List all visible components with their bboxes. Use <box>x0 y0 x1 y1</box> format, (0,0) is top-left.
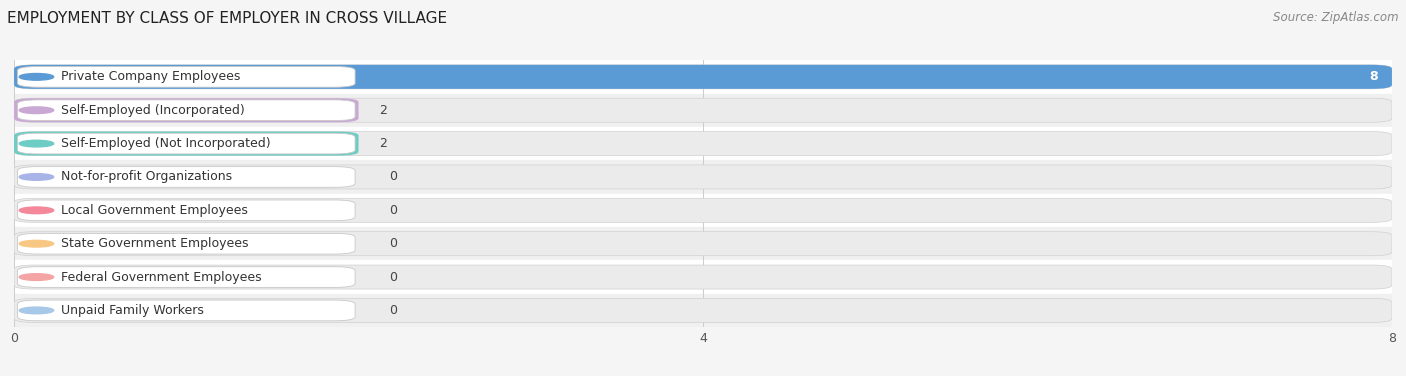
Circle shape <box>20 174 53 180</box>
Bar <box>14 160 1392 194</box>
FancyBboxPatch shape <box>14 132 1392 156</box>
Circle shape <box>20 74 53 80</box>
FancyBboxPatch shape <box>14 65 1392 89</box>
Text: Source: ZipAtlas.com: Source: ZipAtlas.com <box>1274 11 1399 24</box>
Circle shape <box>20 140 53 147</box>
Text: 0: 0 <box>389 237 398 250</box>
FancyBboxPatch shape <box>17 67 356 87</box>
FancyBboxPatch shape <box>14 98 359 122</box>
Circle shape <box>20 207 53 214</box>
Text: 0: 0 <box>389 204 398 217</box>
FancyBboxPatch shape <box>17 133 356 154</box>
FancyBboxPatch shape <box>17 300 356 321</box>
FancyBboxPatch shape <box>17 200 356 221</box>
FancyBboxPatch shape <box>14 265 1392 289</box>
FancyBboxPatch shape <box>17 233 356 254</box>
Bar <box>14 260 1392 294</box>
FancyBboxPatch shape <box>14 98 1392 122</box>
Text: EMPLOYMENT BY CLASS OF EMPLOYER IN CROSS VILLAGE: EMPLOYMENT BY CLASS OF EMPLOYER IN CROSS… <box>7 11 447 26</box>
Bar <box>14 127 1392 160</box>
Bar <box>14 194 1392 227</box>
FancyBboxPatch shape <box>17 100 356 121</box>
Text: 0: 0 <box>389 170 398 183</box>
Text: Federal Government Employees: Federal Government Employees <box>60 271 262 284</box>
Circle shape <box>20 240 53 247</box>
Text: 2: 2 <box>380 104 387 117</box>
Text: 2: 2 <box>380 137 387 150</box>
Text: Local Government Employees: Local Government Employees <box>60 204 247 217</box>
Bar <box>14 94 1392 127</box>
FancyBboxPatch shape <box>14 65 1392 89</box>
Circle shape <box>20 107 53 114</box>
Bar <box>14 60 1392 94</box>
Bar <box>14 227 1392 261</box>
Text: Not-for-profit Organizations: Not-for-profit Organizations <box>60 170 232 183</box>
Text: 0: 0 <box>389 271 398 284</box>
FancyBboxPatch shape <box>14 132 359 156</box>
FancyBboxPatch shape <box>14 232 1392 256</box>
FancyBboxPatch shape <box>14 299 1392 323</box>
FancyBboxPatch shape <box>17 167 356 187</box>
Circle shape <box>20 274 53 280</box>
Text: State Government Employees: State Government Employees <box>60 237 247 250</box>
Text: Self-Employed (Incorporated): Self-Employed (Incorporated) <box>60 104 245 117</box>
Text: Private Company Employees: Private Company Employees <box>60 70 240 83</box>
Circle shape <box>20 307 53 314</box>
Text: 0: 0 <box>389 304 398 317</box>
Text: 8: 8 <box>1369 70 1378 83</box>
Text: Self-Employed (Not Incorporated): Self-Employed (Not Incorporated) <box>60 137 270 150</box>
FancyBboxPatch shape <box>14 198 1392 222</box>
FancyBboxPatch shape <box>14 165 1392 189</box>
Text: Unpaid Family Workers: Unpaid Family Workers <box>60 304 204 317</box>
FancyBboxPatch shape <box>17 267 356 287</box>
Bar <box>14 294 1392 327</box>
